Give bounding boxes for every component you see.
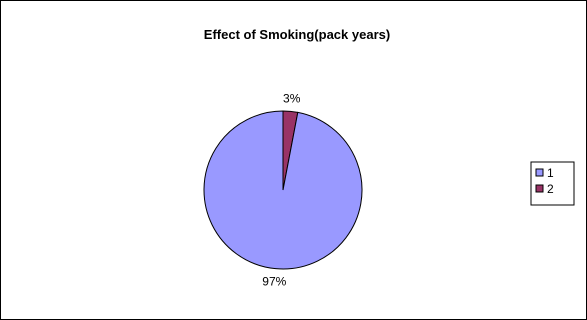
- legend: 12: [530, 161, 575, 206]
- legend-label-2: 2: [547, 182, 554, 196]
- legend-label-1: 1: [547, 166, 554, 180]
- legend-swatch-1: [535, 168, 544, 177]
- data-label-2: 3%: [283, 91, 301, 105]
- legend-swatch-2: [535, 184, 544, 193]
- pie-data-labels: 3% 97%: [262, 91, 300, 288]
- data-label-1: 97%: [262, 275, 286, 289]
- pie-slice-1: [203, 110, 363, 270]
- pie-slices: [203, 110, 363, 270]
- chart-title: Effect of Smoking(pack years): [204, 27, 390, 42]
